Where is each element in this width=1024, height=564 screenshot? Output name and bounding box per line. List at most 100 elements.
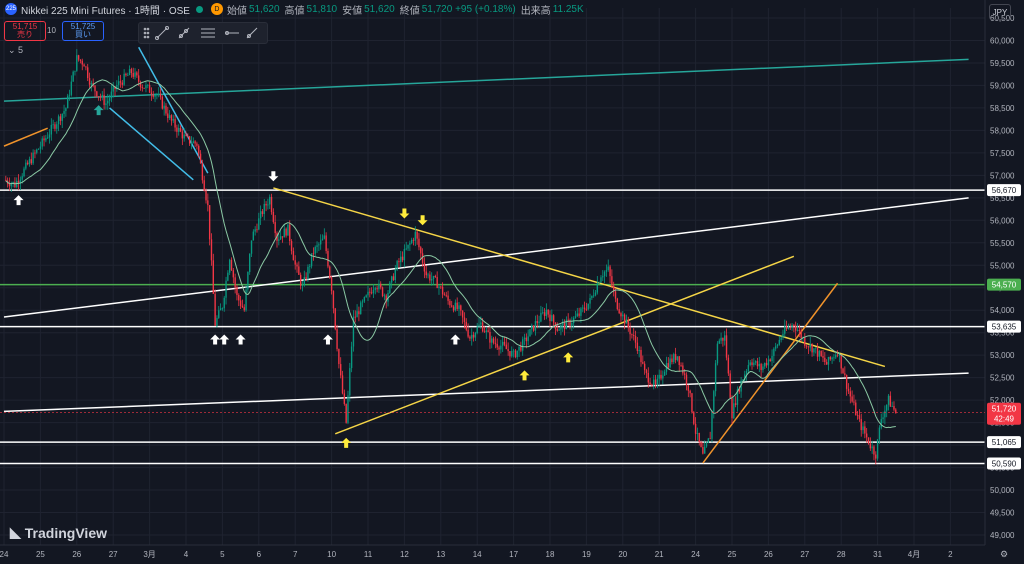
- candle-body: [789, 327, 791, 329]
- settings-gear-icon[interactable]: ⚙: [1000, 549, 1008, 559]
- candle-body: [567, 319, 569, 321]
- candle-body: [225, 280, 227, 298]
- candle-body: [542, 312, 544, 314]
- candle-body: [880, 419, 882, 428]
- candle-body: [269, 196, 271, 205]
- candle-body: [458, 305, 460, 309]
- candle-body: [68, 94, 71, 96]
- candle-body: [702, 447, 704, 454]
- candle-body: [791, 324, 793, 328]
- candle-body: [329, 266, 331, 278]
- candle-body: [454, 302, 457, 311]
- sell-label: 売り: [17, 30, 33, 39]
- sell-button[interactable]: 51,715 売り: [4, 21, 46, 41]
- candle-body: [110, 91, 113, 99]
- candle-body: [754, 361, 757, 363]
- candle-body: [773, 348, 775, 356]
- candle-body: [865, 433, 868, 438]
- candle-body: [893, 406, 895, 410]
- candle-body: [321, 238, 324, 241]
- price-tick-label: 53,000: [990, 351, 1015, 360]
- candle-body: [836, 354, 839, 356]
- candle-body: [39, 146, 42, 149]
- candle-body: [776, 344, 779, 347]
- candle-body: [307, 266, 309, 279]
- candle-body: [32, 152, 34, 164]
- candle-body: [192, 141, 194, 144]
- candle-body: [807, 346, 810, 348]
- candle-body: [563, 322, 566, 330]
- indicator-count: 5: [18, 45, 24, 55]
- candle-body: [727, 357, 730, 374]
- delayed-data-badge[interactable]: D: [210, 3, 223, 15]
- candle-body: [431, 279, 433, 281]
- candle-body: [705, 442, 708, 447]
- buy-label: 買い: [75, 30, 91, 39]
- candle-body: [116, 84, 118, 90]
- candle-body: [625, 319, 628, 324]
- candle-body: [396, 261, 398, 270]
- candle-body: [50, 124, 53, 135]
- candle-body: [869, 443, 872, 449]
- arrow-up-icon: [563, 352, 574, 363]
- drawing-tools[interactable]: [139, 23, 267, 43]
- candle-body: [500, 345, 502, 350]
- currency-selector[interactable]: JPY: [989, 4, 1011, 20]
- candle-body: [520, 346, 522, 351]
- candle-body: [383, 295, 386, 297]
- candle-body: [569, 320, 571, 326]
- orange-trendline: [3, 127, 48, 147]
- candle-body: [354, 316, 356, 318]
- price-tick-label: 57,000: [990, 171, 1015, 180]
- drawn-trendlines[interactable]: [0, 46, 985, 465]
- candle-body: [174, 119, 176, 128]
- indicator-toggle[interactable]: ⌄ 5: [8, 45, 24, 55]
- price-level-label: 56,670: [992, 186, 1017, 195]
- candle-body: [489, 331, 491, 343]
- candle-body: [825, 362, 828, 365]
- time-tick-label: 19: [582, 550, 591, 559]
- candle-body: [194, 141, 196, 144]
- symbol-title[interactable]: Nikkei 225 Mini Futures · 1時間 · OSE: [21, 5, 190, 17]
- candle-body: [733, 403, 735, 419]
- candle-body: [77, 55, 80, 60]
- candle-body: [125, 73, 127, 76]
- candle-body: [188, 136, 191, 144]
- candle-body: [895, 409, 897, 414]
- candle-body: [179, 127, 182, 132]
- candle-body: [795, 325, 797, 331]
- price-tick-label: 59,000: [990, 81, 1015, 90]
- candle-body: [172, 119, 174, 121]
- candle-body: [283, 228, 285, 238]
- buy-button[interactable]: 51,725 買い: [62, 21, 104, 41]
- candle-body: [534, 321, 537, 331]
- candle-body: [858, 415, 861, 419]
- candle-body: [214, 293, 216, 326]
- candle-body: [525, 337, 528, 342]
- candle-body: [747, 364, 750, 371]
- time-tick-label: 14: [473, 550, 482, 559]
- time-axis[interactable]: 24 25 26 27 3月 4 5 6 7 10 11 12 13 14 17 18 19 20 21 24 25 26…: [0, 544, 1008, 559]
- candle-body: [52, 124, 54, 126]
- candle-body: [571, 323, 573, 326]
- candle-body: [501, 341, 504, 346]
- candle-body: [562, 322, 564, 325]
- candle-body: [358, 311, 360, 315]
- drawing-toolbar[interactable]: [138, 22, 268, 44]
- arrow-up-icon: [219, 334, 230, 345]
- candle-body: [602, 276, 604, 278]
- candle-body: [824, 357, 826, 363]
- candle-body: [774, 346, 777, 349]
- time-tick-label: 20: [618, 550, 627, 559]
- candle-body: [744, 374, 746, 380]
- candle-body: [148, 84, 151, 93]
- candle-body: [445, 295, 447, 297]
- white-trendline: [3, 197, 969, 318]
- candle-body: [121, 82, 123, 85]
- candle-body: [265, 203, 267, 206]
- candle-body: [8, 183, 11, 187]
- candle-body: [256, 229, 258, 231]
- tradingview-logo[interactable]: ◣ TradingView: [10, 524, 107, 541]
- candle-body: [565, 319, 568, 330]
